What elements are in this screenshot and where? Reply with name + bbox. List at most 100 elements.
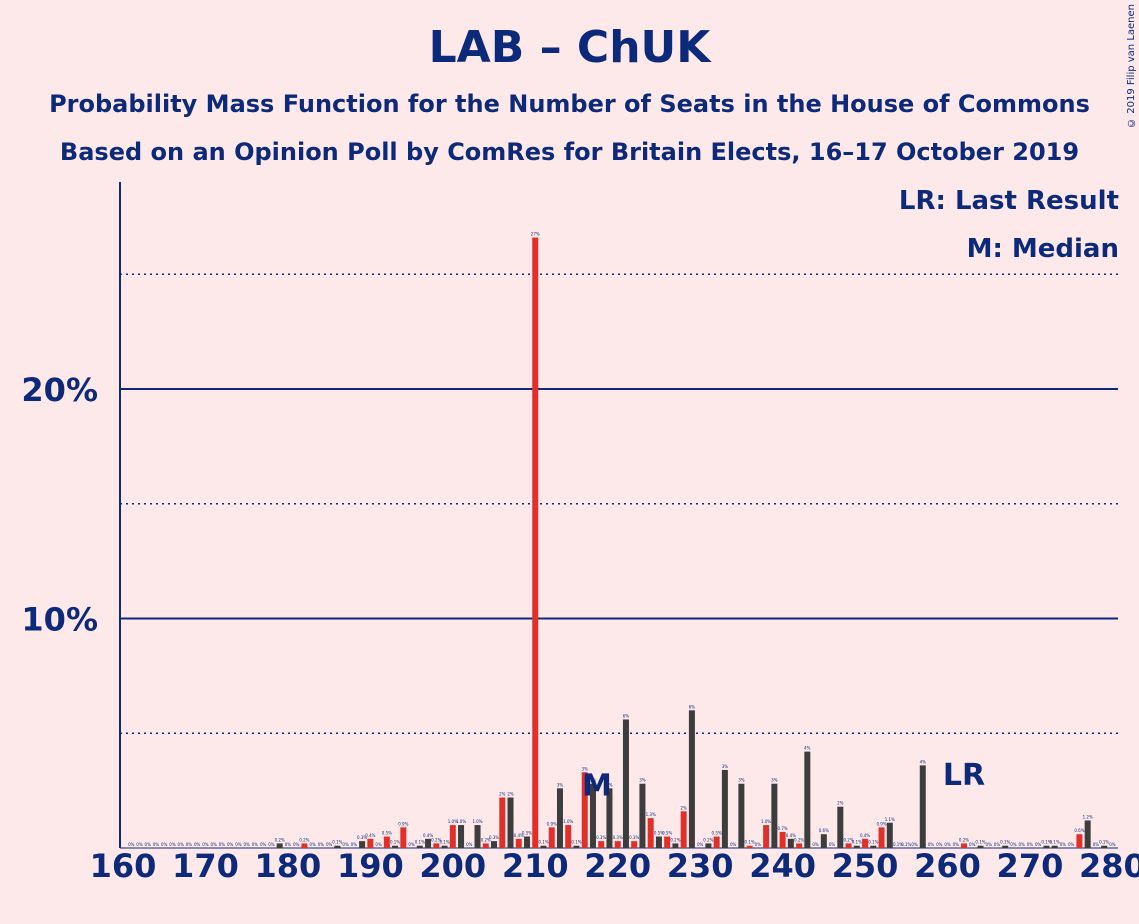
bar-seat-208 <box>515 838 522 848</box>
bar-label-242: 0.2% <box>794 837 804 842</box>
bar-label-187: 0% <box>342 842 349 847</box>
bar-seat-243 <box>804 751 811 848</box>
bar-label-186: 0.1% <box>332 840 342 845</box>
bar-label-204: 0.2% <box>481 837 491 842</box>
bar-label-222: 0.3% <box>629 835 639 840</box>
bar-label-211: 0.1% <box>538 840 548 845</box>
bar-seat-241 <box>787 838 794 848</box>
bar-label-249: 0.1% <box>852 840 862 845</box>
bar-label-241: 0.4% <box>786 833 796 838</box>
bar-label-255: 0.1% <box>901 842 911 847</box>
bar-seat-225 <box>655 836 662 848</box>
bar-label-234: 0% <box>730 842 737 847</box>
chart-title: LAB – ChUK <box>428 22 711 73</box>
bar-label-206: 2% <box>499 792 506 797</box>
bar-seat-207 <box>507 797 514 848</box>
bar-seat-229 <box>688 710 695 848</box>
bar-label-269: 0% <box>1019 842 1026 847</box>
bar-label-166: 0% <box>169 842 176 847</box>
bar-label-199: 0.1% <box>439 840 449 845</box>
bar-seat-276 <box>1076 834 1083 848</box>
bar-label-258: 0% <box>928 842 935 847</box>
bar-label-264: 0.1% <box>975 840 985 845</box>
bar-seat-279 <box>1101 845 1108 848</box>
bar-label-274: 0% <box>1060 842 1067 847</box>
bar-seat-206 <box>499 797 506 848</box>
bar-seat-240 <box>779 831 786 848</box>
bar-seat-252 <box>878 827 885 848</box>
bar-label-271: 0% <box>1035 842 1042 847</box>
bar-label-183: 0% <box>309 842 316 847</box>
bar-seat-192 <box>383 836 390 848</box>
bar-label-238: 1.0% <box>761 819 771 824</box>
bar-seat-214 <box>565 825 572 848</box>
bar-seat-182 <box>301 843 308 848</box>
bar-label-236: 0.1% <box>745 840 755 845</box>
x-tick-label: 180 <box>255 847 322 885</box>
bar-seat-226 <box>664 836 671 848</box>
bar-label-279: 0.1% <box>1099 840 1109 845</box>
x-tick-label: 260 <box>914 847 981 885</box>
bar-label-218: 0.3% <box>596 835 606 840</box>
bar-label-213: 3% <box>557 782 564 787</box>
bar-label-202: 0% <box>466 842 473 847</box>
bar-label-196: 0.1% <box>415 840 425 845</box>
bar-label-163: 0% <box>145 842 152 847</box>
y-tick-label: 20% <box>21 371 98 409</box>
bar-seat-253 <box>886 822 893 848</box>
bar-label-171: 0% <box>211 842 218 847</box>
x-tick-label: 190 <box>337 847 404 885</box>
bar-label-214: 1.0% <box>563 819 573 824</box>
legend-last-result: LR: Last Result <box>898 186 1119 216</box>
bar-seat-251 <box>870 845 877 848</box>
bar-label-193: 0.1% <box>390 840 400 845</box>
bar-seat-179 <box>276 843 283 848</box>
bar-label-256: 0% <box>911 842 918 847</box>
bar-seat-216 <box>581 772 588 848</box>
bar-label-244: 0% <box>812 842 819 847</box>
bar-label-182: 0.2% <box>299 837 309 842</box>
bar-label-235: 3% <box>738 778 745 783</box>
bar-seat-257 <box>919 765 926 848</box>
bar-label-220: 0.3% <box>613 835 623 840</box>
bar-seat-235 <box>738 783 745 848</box>
bar-seat-222 <box>631 841 638 848</box>
bar-label-268: 0% <box>1010 842 1017 847</box>
bar-seat-238 <box>763 825 770 848</box>
bar-label-172: 0% <box>219 842 226 847</box>
bar-label-201: 1.0% <box>456 819 466 824</box>
bar-seat-213 <box>556 788 563 848</box>
bar-seat-200 <box>449 825 456 848</box>
bar-label-232: 0.5% <box>712 831 722 836</box>
bar-label-224: 1.3% <box>646 812 656 817</box>
bar-label-221: 6% <box>623 713 630 718</box>
bar-label-176: 0% <box>252 842 259 847</box>
bar-seat-233 <box>721 769 728 848</box>
bar-seat-231 <box>705 843 712 848</box>
bar-seat-215 <box>573 845 580 848</box>
bar-label-219: 3% <box>606 782 613 787</box>
bar-label-262: 0.2% <box>959 837 969 842</box>
x-tick-label: 160 <box>90 847 157 885</box>
bar-label-216: 3% <box>582 766 589 771</box>
bar-label-247: 2% <box>837 801 844 806</box>
bar-seat-211 <box>540 845 547 848</box>
bar-seat-197 <box>425 838 432 848</box>
median-marker: M <box>582 769 612 804</box>
x-tick-label: 200 <box>419 847 486 885</box>
x-tick-label: 210 <box>502 847 569 885</box>
bar-label-185: 0% <box>326 842 333 847</box>
bar-label-198: 0.2% <box>431 837 441 842</box>
bar-label-197: 0.4% <box>423 833 433 838</box>
bar-label-225: 0.5% <box>654 831 664 836</box>
bar-seat-199 <box>441 845 448 848</box>
bar-label-194: 0.9% <box>398 821 408 826</box>
bar-label-164: 0% <box>153 842 160 847</box>
bar-label-270: 0% <box>1027 842 1034 847</box>
bar-seat-201 <box>458 825 465 848</box>
bar-label-233: 3% <box>722 764 729 769</box>
bar-label-250: 0.4% <box>860 833 870 838</box>
bar-seat-228 <box>680 811 687 848</box>
bar-seat-224 <box>647 818 654 848</box>
